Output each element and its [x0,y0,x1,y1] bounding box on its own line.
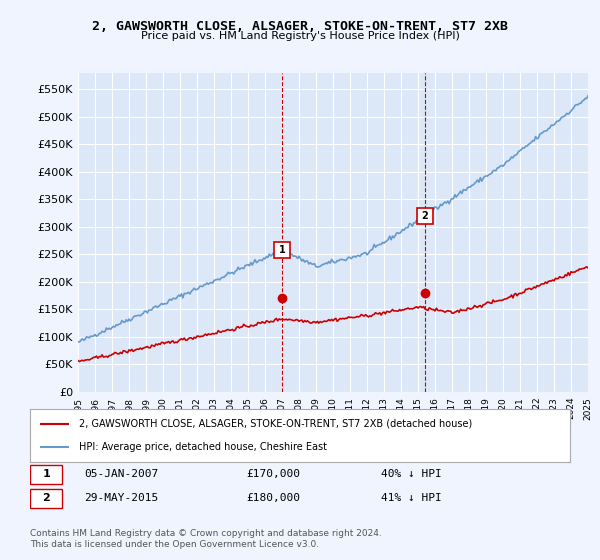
Text: 2, GAWSWORTH CLOSE, ALSAGER, STOKE-ON-TRENT, ST7 2XB (detached house): 2, GAWSWORTH CLOSE, ALSAGER, STOKE-ON-TR… [79,419,472,429]
Text: 05-JAN-2007: 05-JAN-2007 [84,469,158,479]
Text: £170,000: £170,000 [246,469,300,479]
Text: £180,000: £180,000 [246,493,300,503]
Text: HPI: Average price, detached house, Cheshire East: HPI: Average price, detached house, Ches… [79,442,326,452]
FancyBboxPatch shape [30,465,62,484]
Text: 1: 1 [43,469,50,479]
Text: 2: 2 [43,493,50,503]
FancyBboxPatch shape [30,489,62,508]
Text: Price paid vs. HM Land Registry's House Price Index (HPI): Price paid vs. HM Land Registry's House … [140,31,460,41]
Text: 2, GAWSWORTH CLOSE, ALSAGER, STOKE-ON-TRENT, ST7 2XB: 2, GAWSWORTH CLOSE, ALSAGER, STOKE-ON-TR… [92,20,508,32]
Text: Contains HM Land Registry data © Crown copyright and database right 2024.
This d: Contains HM Land Registry data © Crown c… [30,529,382,549]
Text: 2: 2 [421,211,428,221]
Text: 1: 1 [278,245,286,255]
Text: 40% ↓ HPI: 40% ↓ HPI [381,469,442,479]
Text: 41% ↓ HPI: 41% ↓ HPI [381,493,442,503]
Text: 29-MAY-2015: 29-MAY-2015 [84,493,158,503]
